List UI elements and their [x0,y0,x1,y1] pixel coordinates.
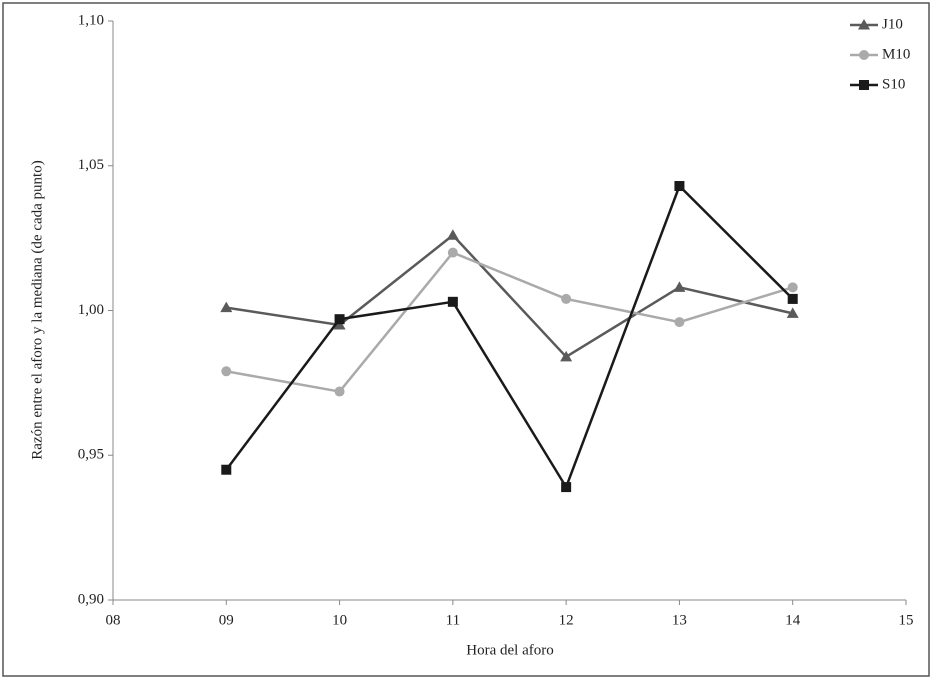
data-point [333,318,346,330]
data-point [446,229,459,240]
data-point [560,350,573,362]
data-point [334,386,345,397]
data-point [334,314,345,325]
x-tick-label: 15 [899,612,914,628]
legend-marker [858,19,870,30]
series-line [226,251,794,393]
legend-label: S10 [882,76,905,92]
data-point [561,293,572,304]
x-tick-label: 13 [672,612,687,628]
legend-label: J10 [882,16,903,32]
y-tick-label: 1,00 [78,302,104,318]
x-tick-label: 09 [219,612,234,628]
data-point [220,301,233,313]
x-tick-label: 12 [559,612,574,628]
x-tick-label: 10 [332,612,347,628]
data-point [221,366,232,377]
data-point [221,464,232,475]
data-point [673,281,686,292]
data-point [561,482,572,493]
data-point [674,317,685,328]
data-point [674,181,685,192]
data-point [447,296,458,307]
series-line [225,183,794,490]
y-tick-label: 0,95 [78,447,104,463]
legend-marker [859,50,869,60]
data-point [447,247,458,258]
x-tick-label: 08 [106,612,121,628]
legend-marker [859,80,869,90]
data-point [787,282,798,293]
series-line [226,233,793,359]
x-tick-label: 14 [785,612,801,628]
y-tick-label: 1,10 [78,12,104,28]
y-tick-label: 1,05 [78,157,104,173]
legend-label: M10 [882,46,910,62]
data-point [787,293,798,304]
y-tick-label: 0,90 [78,591,104,607]
x-axis-label: Hora del aforo [466,642,553,658]
x-tick-label: 11 [446,612,460,628]
data-point [786,307,799,318]
y-axis-label: Razón entre el aforo y la mediana (de ca… [29,160,45,459]
